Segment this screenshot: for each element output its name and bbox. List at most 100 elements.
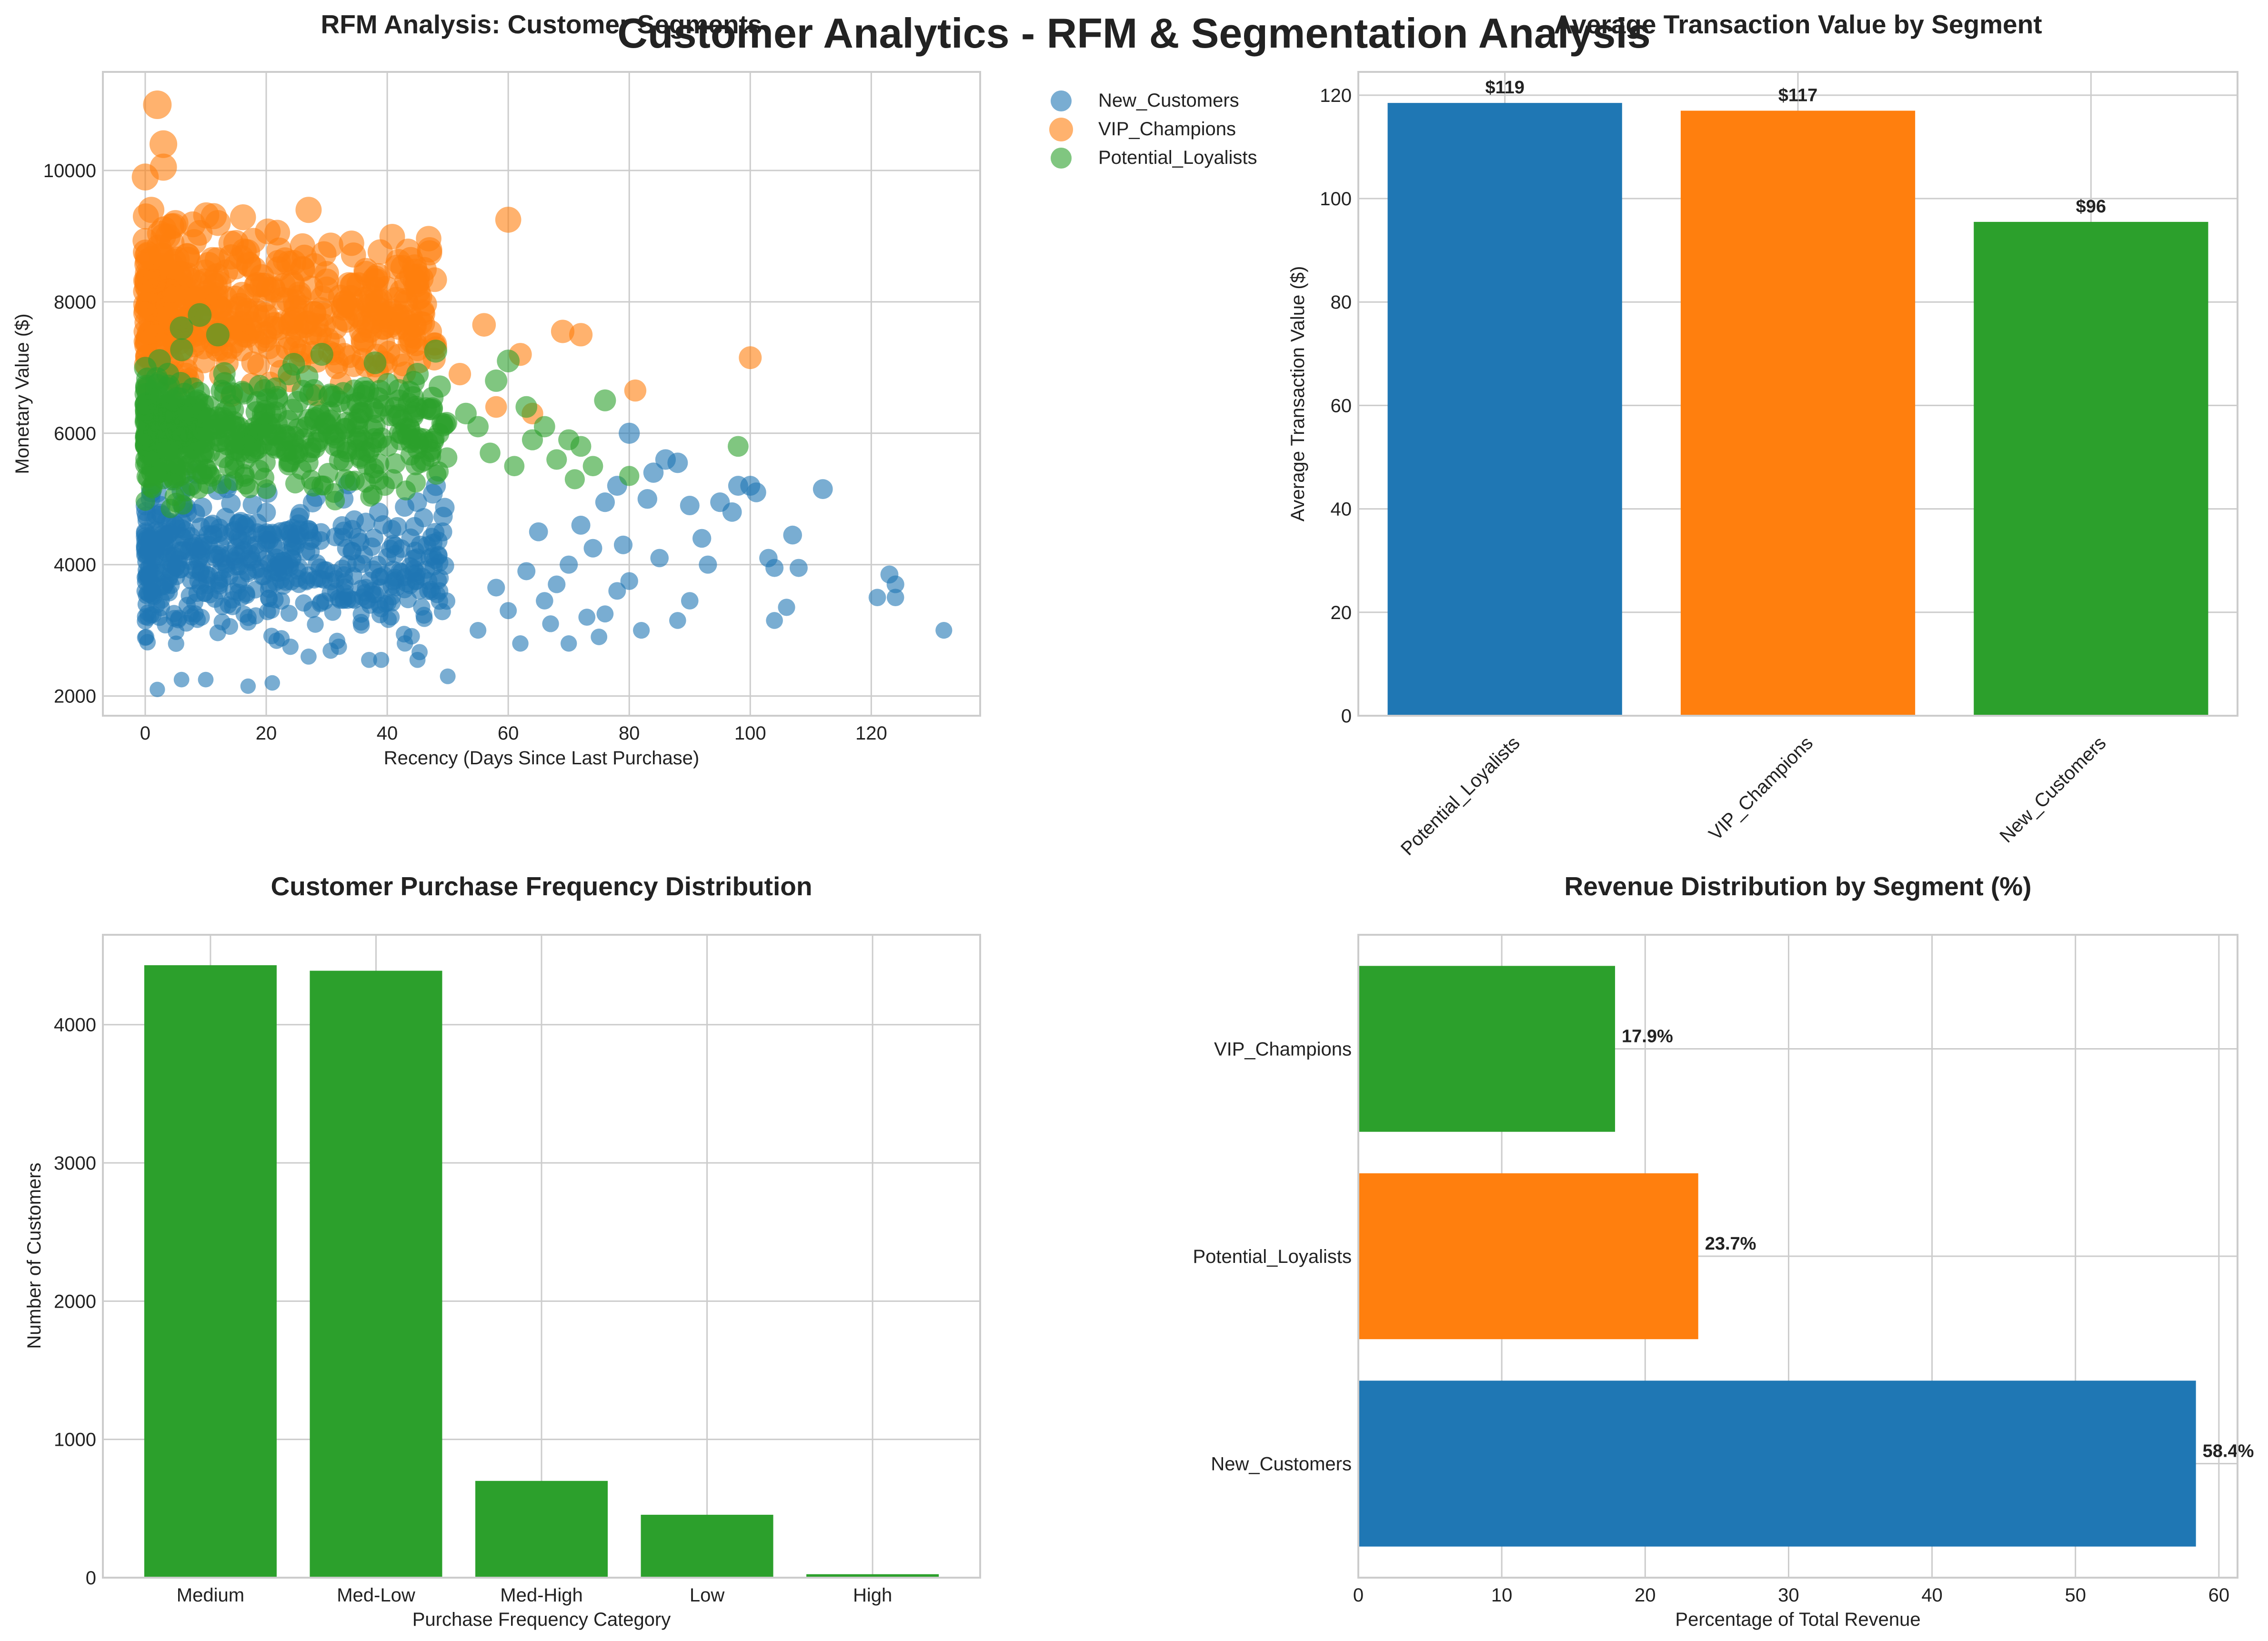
scatter-point: [425, 523, 445, 542]
scatter-point: [325, 356, 348, 380]
frequency-xtick-label: Med-High: [500, 1585, 582, 1606]
scatter-point: [251, 403, 274, 425]
scatter-point: [385, 453, 406, 474]
legend-label-vip-champions: VIP_Champions: [1098, 119, 1236, 140]
scatter-point: [722, 502, 742, 522]
scatter-point: [146, 547, 164, 566]
scatter-legend: New_Customers VIP_Champions Potential_Lo…: [1049, 90, 1257, 169]
revenue-bars: 58.4% 23.7% 17.9%: [1358, 966, 2254, 1547]
scatter-point: [137, 629, 154, 646]
scatter-point: [669, 612, 686, 629]
scatter-point: [239, 478, 260, 499]
scatter-point: [680, 496, 700, 516]
scatter-point: [392, 539, 411, 558]
scatter-point: [195, 584, 213, 602]
scatter-point: [230, 281, 254, 306]
scatter-point: [295, 197, 322, 223]
avg-value-ytick-label: 40: [1331, 499, 1352, 520]
scatter-point: [886, 589, 904, 606]
scatter-series-new-customers: [135, 422, 953, 698]
scatter-point: [309, 404, 331, 426]
revenue-panel: Revenue Distribution by Segment (%) 58.4…: [1193, 871, 2254, 1630]
scatter-point: [765, 559, 784, 577]
scatter-point: [440, 668, 456, 684]
scatter-point: [150, 681, 165, 698]
scatter-point: [264, 377, 287, 400]
scatter-point: [512, 635, 529, 652]
scatter-point: [192, 546, 211, 565]
scatter-point: [361, 651, 377, 668]
scatter-point: [422, 483, 443, 504]
frequency-ylabel: Number of Customers: [24, 1162, 45, 1349]
scatter-point: [301, 253, 327, 278]
scatter-point: [139, 604, 157, 621]
scatter-point: [141, 569, 159, 587]
scatter-point: [131, 163, 159, 191]
scatter-point: [215, 526, 234, 546]
scatter-point: [223, 230, 249, 256]
scatter-point: [167, 427, 188, 448]
scatter-point: [495, 207, 522, 233]
revenue-xtick-label: 20: [1635, 1585, 1656, 1606]
scatter-point: [371, 579, 390, 597]
scatter-point: [281, 399, 303, 421]
frequency-ytick-label: 4000: [54, 1015, 96, 1036]
scatter-point: [232, 324, 256, 348]
scatter-point: [290, 233, 315, 259]
revenue-ticks: 0 10 20 30 40 50 60 New_Customers Potential_Loya…: [1193, 1039, 2229, 1606]
scatter-point: [283, 336, 307, 359]
scatter-point: [282, 638, 299, 655]
scatter-point: [148, 386, 170, 409]
scatter-point: [353, 617, 370, 634]
scatter-point: [181, 605, 199, 622]
scatter-point: [564, 469, 585, 490]
scatter-point: [173, 671, 190, 688]
scatter-point: [213, 372, 236, 395]
scatter-point: [417, 560, 435, 579]
scatter-point: [569, 323, 593, 347]
scatter-axes-frame: [102, 71, 981, 717]
scatter-point: [350, 448, 371, 469]
scatter-xlabel: Recency (Days Since Last Purchase): [384, 748, 700, 769]
scatter-point: [619, 466, 640, 486]
revenue-xtick-label: 30: [1778, 1585, 1799, 1606]
scatter-point: [497, 350, 520, 372]
scatter-point: [353, 588, 371, 606]
scatter-point: [369, 470, 389, 490]
scatter-point: [246, 580, 264, 599]
scatter-point: [608, 582, 626, 600]
scatter-point: [424, 340, 447, 363]
scatter-point: [414, 508, 433, 528]
scatter-point: [345, 303, 369, 327]
scatter-point: [373, 651, 390, 668]
scatter-point: [596, 605, 614, 623]
scatter-ytick-label: 4000: [54, 555, 96, 576]
scatter-point: [392, 563, 411, 581]
avg-value-ylabel: Average Transaction Value ($): [1287, 266, 1308, 522]
scatter-point: [211, 474, 232, 494]
scatter-point: [247, 353, 270, 377]
scatter-point: [517, 562, 536, 580]
scatter-point: [650, 549, 669, 568]
scatter-point: [280, 605, 298, 622]
scatter-point: [160, 286, 185, 310]
scatter-point: [591, 629, 608, 645]
scatter-point: [699, 555, 717, 574]
scatter-point: [192, 393, 214, 416]
scatter-point: [214, 400, 237, 423]
frequency-ytick-label: 1000: [54, 1430, 96, 1451]
frequency-ytick-label: 3000: [54, 1153, 96, 1174]
frequency-bar: [310, 971, 442, 1578]
scatter-point: [504, 456, 525, 477]
frequency-bars: [144, 965, 939, 1578]
scatter-point: [315, 561, 333, 580]
scatter-point: [366, 296, 391, 321]
avg-value-ytick-label: 0: [1341, 706, 1352, 727]
scatter-point: [455, 402, 477, 425]
frequency-xtick-label: Low: [690, 1585, 724, 1606]
scatter-point: [143, 320, 167, 344]
scatter-point: [200, 247, 225, 272]
scatter-title: RFM Analysis: Customer Segments: [321, 10, 762, 39]
scatter-point: [269, 559, 288, 577]
scatter-point: [358, 319, 382, 343]
